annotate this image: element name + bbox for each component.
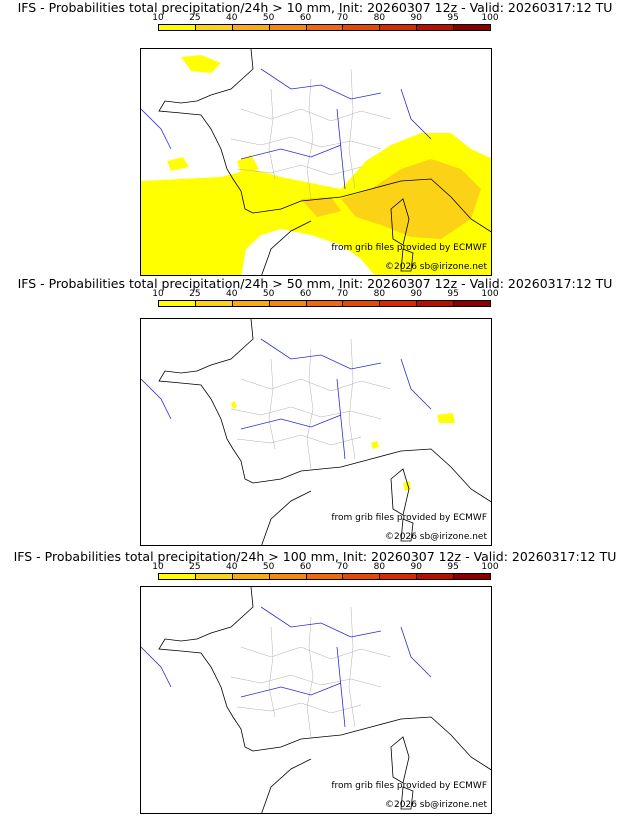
map-area: from grib files provided by ECMWF ©2026 … (140, 48, 492, 276)
rivers (141, 338, 432, 460)
colorbar-segment (158, 573, 196, 580)
colorbar-tick-label: 10 (152, 289, 164, 299)
colorbar-tick-label: 80 (373, 13, 386, 23)
colorbar-segment (453, 573, 491, 580)
colorbar-segment (342, 300, 381, 307)
colorbar-tick-label: 40 (226, 289, 238, 299)
probability-panel-10mm: IFS - Probabilities total precipitation/… (0, 0, 630, 276)
precipitation-25pct-area (301, 159, 481, 239)
colorbar-segment (158, 300, 196, 307)
colorbar-segment (379, 300, 418, 307)
colorbar-segment (268, 300, 307, 307)
colorbar-tick-label: 40 (226, 13, 238, 23)
colorbar-segment (305, 573, 344, 580)
colorbar-tick-label: 80 (373, 289, 386, 299)
map-area: from grib files provided by ECMWF ©2026 … (140, 586, 492, 814)
colorbar-tick-label: 10 (152, 13, 164, 23)
probability-panel-100mm: IFS - Probabilities total precipitation/… (0, 549, 630, 823)
colorbar-tick-label: 90 (410, 562, 422, 572)
colorbar-tick-label: 70 (336, 562, 349, 572)
colorbar-tick-label: 95 (447, 562, 459, 572)
colorbar-tick-label: 100 (481, 289, 499, 299)
rivers (141, 68, 432, 190)
panel-title: IFS - Probabilities total precipitation/… (13, 549, 617, 564)
colorbar-tick-label: 100 (481, 13, 499, 23)
copyright-credit: ©2026 sb@irizone.net (385, 532, 487, 542)
colorbar-tick-label: 40 (226, 562, 238, 572)
colorbar-segment (231, 573, 270, 580)
departments (230, 606, 392, 738)
coastline (158, 319, 491, 545)
colorbar-segment (379, 573, 418, 580)
coastline (158, 49, 491, 275)
colorbar-segment (194, 300, 233, 307)
coastline (158, 587, 491, 813)
probability-panel-50mm: IFS - Probabilities total precipitation/… (0, 276, 630, 550)
colorbar-tick-label: 10 (152, 562, 164, 572)
colorbar-tick-label: 70 (336, 13, 349, 23)
colorbar-segment (231, 300, 270, 307)
copyright-credit: ©2026 sb@irizone.net (385, 262, 487, 272)
source-credit: from grib files provided by ECMWF (331, 513, 487, 523)
source-credit: from grib files provided by ECMWF (331, 243, 487, 253)
colorbar-tick-label: 25 (189, 562, 201, 572)
colorbar-tick-label: 90 (410, 289, 422, 299)
colorbar-segment (268, 573, 307, 580)
colorbar-segment (342, 573, 381, 580)
colorbar-segment (416, 573, 455, 580)
colorbar-segment (194, 24, 233, 31)
colorbar-tick-label: 90 (410, 13, 422, 23)
colorbar-tick-label: 95 (447, 289, 459, 299)
colorbar-tick-label: 60 (299, 13, 312, 23)
colorbar-segment (194, 573, 233, 580)
colorbar-segment (416, 24, 455, 31)
colorbar-tick-label: 80 (373, 562, 386, 572)
colorbar: 10 25 40 50 60 70 80 90 95 100 (152, 289, 499, 308)
colorbar-segment (158, 24, 196, 31)
colorbar-segment (453, 24, 491, 31)
colorbar-tick-label: 25 (189, 289, 201, 299)
colorbar-segment (231, 24, 270, 31)
panel-title: IFS - Probabilities total precipitation/… (17, 276, 613, 291)
colorbar-tick-label: 60 (299, 289, 312, 299)
colorbar: 10 25 40 50 60 70 80 90 95 100 (152, 13, 499, 32)
departments (230, 68, 392, 200)
colorbar-segment (305, 24, 344, 31)
colorbar-segment (342, 24, 381, 31)
colorbar-tick-label: 60 (299, 562, 312, 572)
rivers (141, 606, 432, 728)
colorbar-tick-label: 100 (481, 562, 499, 572)
colorbar-tick-label: 50 (262, 13, 275, 23)
colorbar-segment (268, 24, 307, 31)
colorbar-segment (453, 300, 491, 307)
precipitation-10pct-area (231, 401, 455, 491)
colorbar-tick-label: 70 (336, 289, 349, 299)
colorbar-tick-label: 50 (262, 562, 275, 572)
colorbar-segment (305, 300, 344, 307)
colorbar-tick-label: 25 (189, 13, 201, 23)
panel-title: IFS - Probabilities total precipitation/… (17, 0, 613, 15)
departments (230, 338, 392, 470)
copyright-credit: ©2026 sb@irizone.net (385, 800, 487, 810)
colorbar-segment (416, 300, 455, 307)
colorbar-tick-label: 95 (447, 13, 459, 23)
map-area: from grib files provided by ECMWF ©2026 … (140, 318, 492, 546)
source-credit: from grib files provided by ECMWF (331, 781, 487, 791)
colorbar-segment (379, 24, 418, 31)
colorbar: 10 25 40 50 60 70 80 90 95 100 (152, 562, 499, 581)
colorbar-tick-label: 50 (262, 289, 275, 299)
